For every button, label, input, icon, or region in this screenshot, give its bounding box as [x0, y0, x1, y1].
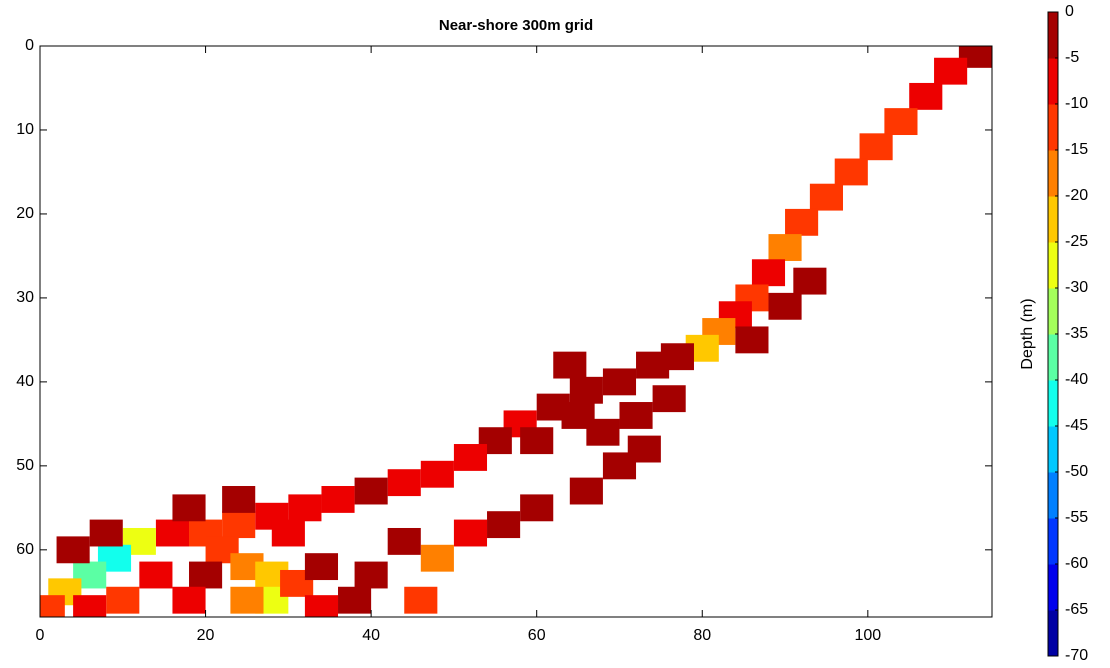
colorbar-tick-label: -40: [1065, 371, 1088, 388]
depth-cell: [569, 477, 603, 505]
depth-cell: [453, 444, 488, 471]
colorbar-segment: [1048, 472, 1058, 519]
depth-cell: [520, 494, 554, 522]
depth-cell: [834, 158, 868, 186]
colorbar-segment: [1048, 564, 1058, 611]
depth-cell: [768, 234, 802, 261]
depth-cell: [636, 351, 670, 379]
depth-cell: [222, 486, 256, 513]
depth-cell: [934, 57, 968, 85]
depth-cell: [387, 527, 421, 555]
depth-cell: [586, 418, 620, 446]
depth-cell: [785, 208, 819, 236]
colorbar-tick-label: -70: [1065, 647, 1088, 664]
depth-cell: [751, 259, 786, 287]
depth-cell: [420, 460, 454, 488]
depth-cell: [768, 292, 802, 320]
depth-cell: [56, 536, 90, 564]
x-tick-label: 40: [362, 627, 380, 644]
depth-cell: [172, 586, 206, 614]
depth-cell: [304, 595, 339, 617]
depth-cell: [859, 133, 893, 161]
depth-cell: [487, 511, 521, 539]
depth-cell: [354, 561, 388, 589]
depth-cell: [453, 519, 488, 547]
colorbar-tick-label: -50: [1065, 463, 1088, 480]
colorbar-segment: [1048, 518, 1058, 565]
colorbar-segment: [1048, 104, 1058, 151]
depth-cell: [288, 494, 322, 522]
depth-cell: [155, 519, 190, 547]
colorbar-tick-label: -35: [1065, 325, 1088, 342]
colorbar-tick-label: -45: [1065, 417, 1088, 434]
depth-cell: [735, 326, 769, 354]
depth-cell: [338, 586, 372, 614]
x-tick-label: 20: [197, 627, 215, 644]
depth-cell: [420, 544, 454, 572]
depth-cell: [602, 452, 637, 480]
depth-cell: [652, 385, 686, 413]
depth-cell: [89, 519, 123, 547]
x-tick-label: 60: [528, 627, 546, 644]
colorbar-segment: [1048, 242, 1058, 289]
depth-cell: [553, 351, 587, 379]
depth-cell: [809, 183, 843, 211]
depth-cell: [387, 469, 421, 497]
depth-cell: [884, 108, 918, 136]
depth-cell: [793, 267, 827, 295]
colorbar-tick-label: -65: [1065, 601, 1088, 618]
colorbar-segment: [1048, 196, 1058, 243]
y-tick-label: 30: [16, 289, 34, 306]
colorbar-label: Depth (m): [1019, 298, 1036, 369]
depth-cell: [172, 494, 206, 522]
x-tick-label: 80: [693, 627, 711, 644]
colorbar-tick-label: -15: [1065, 141, 1088, 158]
depth-cell: [404, 586, 438, 614]
colorbar-tick-label: -30: [1065, 279, 1088, 296]
depth-cell: [222, 511, 256, 539]
colorbar-segment: [1048, 150, 1058, 197]
x-tick-label: 100: [854, 627, 881, 644]
colorbar-segment: [1048, 12, 1058, 59]
colorbar-segment: [1048, 288, 1058, 335]
colorbar-tick-label: 0: [1065, 3, 1074, 20]
y-tick-label: 0: [25, 37, 34, 54]
depth-cell: [354, 477, 388, 505]
chart-title: Near-shore 300m grid: [439, 17, 593, 34]
plot-frame: [39, 45, 993, 618]
colorbar-tick-label: -5: [1065, 49, 1079, 66]
depth-cell: [619, 402, 653, 429]
depth-cell: [321, 486, 355, 513]
colorbar-tick-label: -10: [1065, 95, 1088, 112]
depth-cell: [602, 368, 637, 396]
depth-cell: [230, 586, 264, 614]
depth-cell: [40, 595, 65, 617]
y-tick-label: 40: [16, 373, 34, 390]
depth-cell: [106, 586, 140, 614]
colorbar-segment: [1048, 426, 1058, 473]
depth-cell: [271, 519, 305, 547]
colorbar-tick-label: -60: [1065, 555, 1088, 572]
colorbar-tick-label: -25: [1065, 233, 1088, 250]
depth-cell: [569, 376, 603, 404]
y-tick-label: 50: [16, 457, 34, 474]
colorbar-segment: [1048, 380, 1058, 427]
colorbar-tick-label: -55: [1065, 509, 1088, 526]
colorbar-segment: [1048, 58, 1058, 105]
depth-cell: [73, 595, 107, 617]
y-tick-label: 60: [16, 541, 34, 558]
colorbar-tick-label: -20: [1065, 187, 1088, 204]
y-tick-label: 10: [16, 121, 34, 138]
depth-cell: [189, 561, 223, 589]
depth-cell: [304, 553, 339, 581]
y-tick-label: 20: [16, 205, 34, 222]
depth-cell: [139, 561, 173, 589]
depth-cell: [909, 82, 943, 110]
colorbar-segment: [1048, 610, 1058, 657]
depth-cell: [520, 427, 554, 455]
colorbar-segment: [1048, 334, 1058, 381]
x-tick-label: 0: [36, 627, 45, 644]
